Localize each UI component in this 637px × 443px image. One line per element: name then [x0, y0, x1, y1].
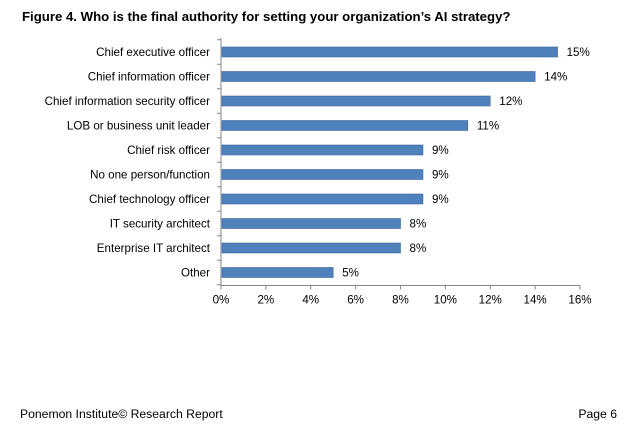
- bar-2: [221, 71, 536, 82]
- x-tick-label: 14%: [524, 294, 547, 307]
- category-label: IT security architect: [110, 218, 211, 231]
- value-label: 9%: [432, 144, 449, 157]
- footer-page-number: Page 6: [578, 407, 617, 421]
- category-label: Chief executive officer: [96, 46, 210, 59]
- x-tick-label: 8%: [392, 294, 409, 307]
- value-labels-group: 15%14% 12%11% 9% 9% 9% 8% 8% 5%: [342, 46, 590, 280]
- value-label: 14%: [544, 71, 567, 84]
- figure-title: Figure 4. Who is the final authority for…: [22, 9, 511, 24]
- footer-report-name: Ponemon Institute© Research Report: [20, 407, 223, 421]
- value-label: 8%: [410, 218, 427, 231]
- value-label: 11%: [477, 120, 499, 133]
- x-tick-label: 6%: [347, 294, 364, 307]
- bar-9: [221, 242, 401, 254]
- value-label: 12%: [499, 95, 522, 108]
- category-labels-group: Chief executive officer Chief information…: [45, 46, 211, 280]
- category-label: Chief risk officer: [127, 144, 210, 157]
- x-tick-label: 4%: [302, 294, 319, 307]
- value-label: 5%: [342, 267, 359, 280]
- bar-5: [221, 144, 424, 156]
- x-tick-label: 10%: [434, 294, 457, 307]
- bar-10: [221, 267, 334, 278]
- category-label: Chief information officer: [88, 71, 210, 84]
- value-label: 9%: [432, 169, 449, 182]
- bars-group: [221, 46, 558, 278]
- bar-1: [221, 46, 558, 58]
- bar-3: [221, 95, 491, 107]
- bar-8: [221, 218, 401, 229]
- category-label: Other: [181, 267, 210, 280]
- category-label: No one person/function: [90, 169, 210, 182]
- x-tick-label: 16%: [568, 294, 591, 307]
- bar-7: [221, 193, 424, 205]
- x-tick-label: 12%: [479, 294, 502, 307]
- category-label: Chief information security officer: [45, 95, 211, 108]
- x-tick-labels-group: 0% 2% 4% 6% 8% 10% 12% 14% 16%: [213, 294, 592, 307]
- category-label: Enterprise IT architect: [97, 242, 211, 255]
- x-tick-label: 2%: [257, 294, 274, 307]
- value-label: 9%: [432, 193, 449, 206]
- x-tick-label: 0%: [213, 294, 230, 307]
- bar-6: [221, 169, 424, 180]
- bar-chart: Chief executive officer Chief information…: [45, 38, 592, 307]
- value-label: 8%: [410, 242, 427, 255]
- category-label: Chief technology officer: [89, 193, 210, 206]
- category-label: LOB or business unit leader: [67, 120, 210, 133]
- bar-4: [221, 120, 469, 131]
- axes-group: [217, 38, 581, 290]
- value-label: 15%: [567, 46, 590, 59]
